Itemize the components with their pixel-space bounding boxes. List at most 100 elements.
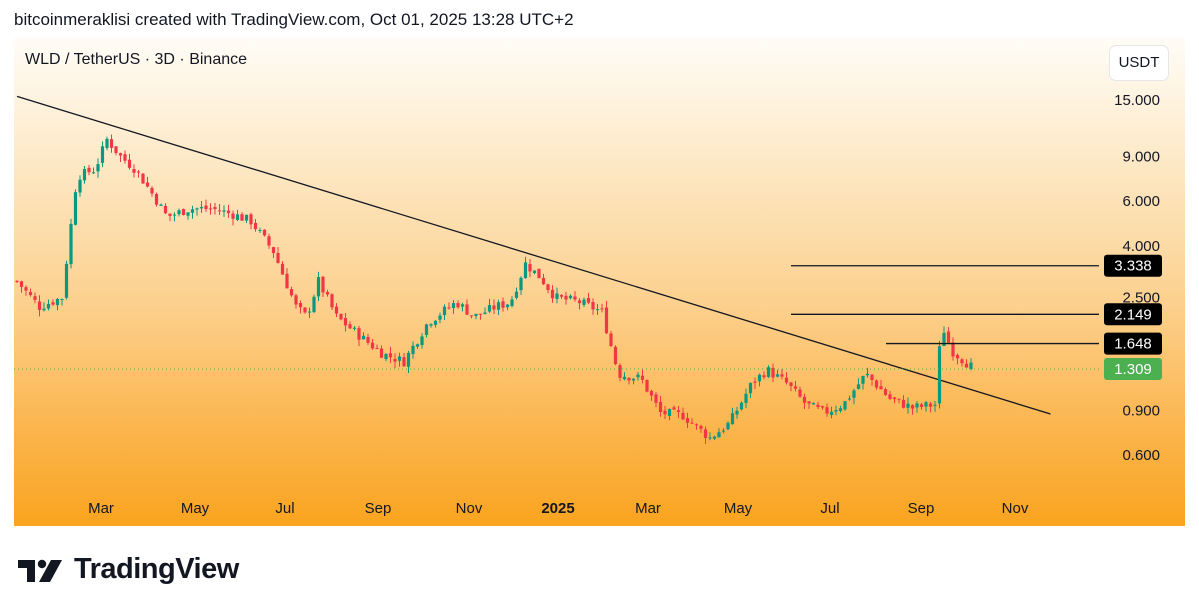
y-axis-tick-label: 15.000 xyxy=(1114,92,1160,109)
candle xyxy=(208,203,213,215)
candle xyxy=(361,332,366,340)
candle-body xyxy=(937,346,942,404)
candle-body xyxy=(802,396,807,403)
candle xyxy=(919,402,924,410)
candle xyxy=(123,150,127,164)
candle xyxy=(24,285,28,296)
candle-body xyxy=(312,296,316,313)
candle xyxy=(699,424,703,433)
candle-body xyxy=(672,407,676,410)
candle-body xyxy=(303,307,307,313)
candle xyxy=(649,389,654,401)
candle-body xyxy=(775,374,780,377)
candle xyxy=(514,287,519,300)
candle xyxy=(703,426,708,444)
candle xyxy=(820,405,825,410)
candle xyxy=(141,173,145,184)
current-price-label: 1.309 xyxy=(1114,361,1152,378)
candle xyxy=(712,435,717,440)
candle xyxy=(429,323,433,328)
chart-panel[interactable]: 15.000 9.000 6.000 4.000 2.500 0.900 0.600 Mar… xyxy=(14,37,1185,526)
candle-body xyxy=(217,210,222,212)
candle-body xyxy=(64,263,69,298)
candle-body xyxy=(55,298,60,306)
candle-body xyxy=(658,401,663,413)
candle-body xyxy=(109,139,114,148)
tradingview-logo[interactable]: TradingView xyxy=(18,553,239,586)
candle xyxy=(91,167,96,175)
candle xyxy=(460,302,465,312)
candle-body xyxy=(100,146,105,163)
candle xyxy=(388,346,393,364)
candle-body xyxy=(186,212,190,216)
candle-body xyxy=(838,408,843,411)
currency-button[interactable]: USDT xyxy=(1110,46,1168,80)
candle-body xyxy=(784,377,789,383)
candle xyxy=(298,300,303,314)
candle-body xyxy=(397,356,402,361)
candle-body xyxy=(604,307,609,334)
candle-body xyxy=(73,192,78,225)
candle-body xyxy=(222,210,226,212)
candle-body xyxy=(24,287,28,291)
candle xyxy=(343,313,348,332)
candle-body xyxy=(438,315,442,320)
candle xyxy=(582,297,586,307)
candle xyxy=(744,388,748,408)
candle-body xyxy=(69,223,73,265)
candle-body xyxy=(118,153,123,156)
price-chart[interactable]: 15.000 9.000 6.000 4.000 2.500 0.900 0.600 Mar… xyxy=(14,37,1185,526)
candle xyxy=(964,359,969,368)
candle xyxy=(658,395,663,417)
candle-body xyxy=(681,412,685,420)
candle xyxy=(15,280,19,283)
candle-body xyxy=(798,389,802,397)
candle xyxy=(802,393,807,410)
attribution-header: bitcoinmeraklisi created with TradingVie… xyxy=(14,10,574,29)
candle-body xyxy=(609,333,613,347)
symbol-title[interactable]: WLD / TetherUS · 3D · Binance xyxy=(25,51,248,68)
candle-body xyxy=(433,320,438,325)
candle-body xyxy=(33,296,37,300)
candle-body xyxy=(370,342,375,349)
candle xyxy=(163,203,168,214)
y-axis-tick-label: 9.000 xyxy=(1122,148,1160,165)
candle xyxy=(496,299,501,316)
candle-body xyxy=(870,374,874,380)
candle-body xyxy=(505,304,510,308)
candle-body xyxy=(15,280,19,282)
candle-body xyxy=(906,403,910,408)
candle xyxy=(177,208,181,217)
candle xyxy=(501,297,505,312)
candle xyxy=(438,312,442,324)
candle-body xyxy=(240,214,244,221)
candle xyxy=(627,377,631,385)
candle-body xyxy=(276,252,280,263)
candle xyxy=(874,379,879,390)
candle-body xyxy=(645,379,649,392)
candle xyxy=(550,285,555,303)
x-axis-tick-label: Mar xyxy=(88,500,114,517)
level-price-label: 3.338 xyxy=(1114,258,1152,275)
candle-body xyxy=(280,263,285,275)
candle xyxy=(420,333,424,349)
candle xyxy=(852,388,856,405)
candle-body xyxy=(816,404,820,408)
candle-body xyxy=(339,313,343,320)
candle-body xyxy=(780,374,784,377)
candle-body xyxy=(375,347,379,349)
candle-body xyxy=(766,367,771,377)
candle xyxy=(244,214,249,224)
candle-body xyxy=(474,313,478,316)
candle xyxy=(231,210,235,226)
candle xyxy=(321,275,325,298)
candle-body xyxy=(627,377,631,381)
candle xyxy=(451,300,456,314)
candle xyxy=(280,261,285,275)
candle xyxy=(807,401,811,409)
candle xyxy=(415,343,420,349)
candle-body xyxy=(501,301,505,308)
candle-body xyxy=(447,307,451,309)
candle-body xyxy=(298,303,303,308)
x-axis-tick-label: Nov xyxy=(456,500,483,517)
